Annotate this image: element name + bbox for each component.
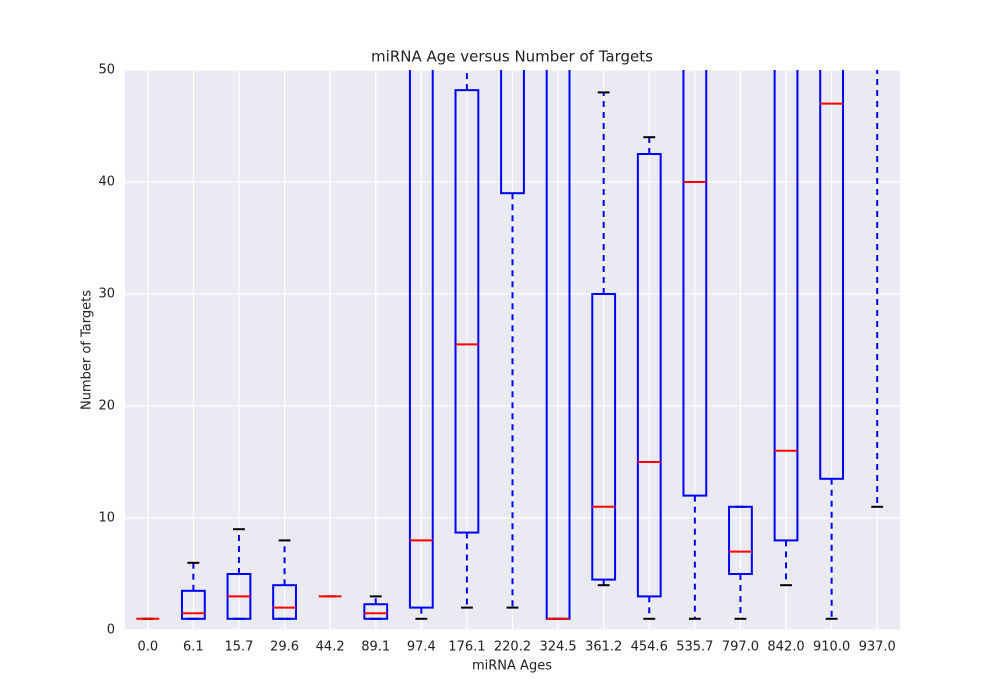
box — [636, 153, 662, 598]
chart-title: miRNA Age versus Number of Targets — [371, 48, 653, 66]
x-tick-label: 842.0 — [767, 640, 804, 655]
x-tick-label: 6.1 — [183, 640, 204, 655]
box — [500, 70, 525, 195]
x-tick-label: 220.2 — [494, 640, 531, 655]
x-tick-label: 44.2 — [316, 640, 345, 655]
x-tick-label: 15.7 — [224, 640, 253, 655]
x-tick-label: 0.0 — [137, 640, 158, 655]
x-tick-label: 324.5 — [539, 640, 576, 655]
x-tick-label: 937.0 — [859, 640, 896, 655]
x-tick-label: 89.1 — [361, 640, 390, 655]
box — [773, 70, 799, 542]
y-tick-label: 50 — [98, 63, 115, 78]
box — [454, 89, 480, 534]
x-axis-label: miRNA Ages — [472, 659, 552, 674]
x-tick-label: 910.0 — [813, 640, 850, 655]
box — [408, 70, 434, 609]
x-tick-label: 535.7 — [676, 640, 713, 655]
box — [180, 589, 206, 620]
x-tick-label: 176.1 — [448, 640, 485, 655]
y-tick-label: 30 — [98, 287, 115, 302]
x-tick-label: 454.6 — [631, 640, 668, 655]
x-tick-label: 97.4 — [407, 640, 436, 655]
x-tick-label: 361.2 — [585, 640, 622, 655]
box — [591, 293, 617, 581]
box — [682, 70, 708, 497]
box — [819, 70, 845, 480]
x-tick-label: 29.6 — [270, 640, 299, 655]
y-tick-label: 0 — [107, 623, 115, 638]
y-tick-label: 40 — [98, 175, 115, 190]
box — [363, 603, 389, 620]
box — [728, 505, 753, 575]
boxes — [136, 70, 884, 620]
x-tick-label: 797.0 — [722, 640, 759, 655]
y-tick-label: 10 — [98, 511, 115, 526]
y-tick-label: 20 — [98, 399, 115, 414]
box — [272, 584, 297, 620]
y-axis-label: Number of Targets — [80, 290, 95, 410]
